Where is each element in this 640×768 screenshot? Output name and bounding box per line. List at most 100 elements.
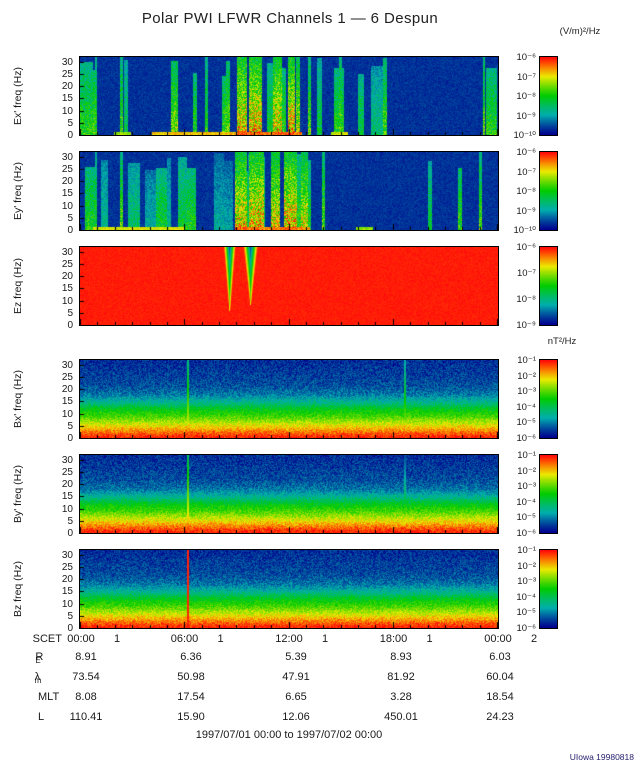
- colorbar-tick-label: 10⁻²: [517, 560, 536, 572]
- ephemeris-value: 81.92: [387, 671, 415, 683]
- colorbar: [539, 56, 558, 136]
- ephemeris-value: 24.23: [486, 711, 514, 723]
- y-tick-label: 30: [61, 56, 73, 68]
- y-tick-label: 0: [67, 528, 73, 539]
- colorbar-tick-label: 10⁻⁵: [516, 512, 536, 524]
- colorbar-tick-label: 10⁻⁷: [516, 71, 536, 83]
- y-tick-label: 5: [67, 307, 73, 319]
- y-tick-label: 20: [61, 176, 73, 188]
- y-tick-label: 0: [67, 433, 73, 444]
- colorbar-tick-label: 10⁻⁷: [516, 166, 536, 178]
- spectrogram-panel-bx: Bx' freq (Hz) 30 25 20 15 10 5 0 10⁻¹ 10⁻² 10⁻³ 1…: [0, 355, 640, 444]
- y-tick-label: 25: [61, 69, 73, 81]
- y-tick-label: 10: [61, 105, 73, 117]
- spectrogram-canvas: [79, 151, 499, 231]
- y-tick-label: 25: [61, 372, 73, 384]
- y-axis-ticks: 30 25 20 15 10 5 0: [46, 56, 76, 141]
- colorbar-tick-label: 10⁻¹⁰: [513, 225, 536, 236]
- y-axis-ticks: 30 25 20 15 10 5 0: [46, 550, 76, 634]
- x-tick-time: 18:00: [379, 633, 408, 645]
- colorbar-tick-label: 10⁻⁹: [516, 205, 536, 217]
- y-tick-label: 10: [61, 503, 73, 515]
- spectrogram-canvas: [79, 56, 499, 136]
- y-tick-label: 15: [61, 586, 73, 598]
- ephemeris-value: 18.54: [486, 691, 514, 703]
- colorbar-tick-label: 10⁻⁹: [516, 320, 536, 331]
- ephemeris-value: 8.08: [75, 691, 97, 703]
- colorbar-tick-labels: 10⁻¹ 10⁻² 10⁻³ 10⁻⁴ 10⁻⁵ 10⁻⁶: [494, 355, 536, 444]
- y-axis-label: Ex' freq (Hz): [12, 67, 24, 126]
- colorbar-tick-label: 10⁻⁴: [516, 591, 536, 603]
- ephemeris-value: 6.65: [285, 691, 307, 703]
- x-tick-time: 12:00: [275, 633, 303, 645]
- y-tick-label: 5: [67, 117, 73, 129]
- spectrogram-canvas: [79, 359, 499, 439]
- colorbar-tick-label: 10⁻⁴: [516, 401, 536, 413]
- ephemeris-row-l: L 110.41 15.90 12.06 450.01 24.23: [0, 711, 640, 725]
- ephemeris-value: 6.36: [180, 651, 202, 663]
- colorbar-tick-labels: 10⁻⁶ 10⁻⁷ 10⁻⁸ 10⁻⁹: [494, 242, 536, 331]
- colorbar-tick-label: 10⁻¹: [517, 545, 536, 556]
- y-tick-label: 10: [61, 295, 73, 307]
- x-tick-day: 1: [113, 633, 121, 645]
- colorbar-tick-label: 10⁻⁶: [516, 147, 537, 158]
- colorbar-tick-label: 10⁻³: [517, 386, 536, 398]
- page-title: Polar PWI LFWR Channels 1 — 6 Despun: [141, 10, 439, 27]
- colorbar-tick-label: 10⁻⁶: [516, 528, 537, 539]
- colorbar-tick-label: 10⁻³: [517, 481, 536, 493]
- y-tick-label: 15: [61, 93, 73, 105]
- y-tick-label: 0: [67, 320, 73, 331]
- x-tick-time: 00:00: [67, 633, 95, 645]
- units-label-electric: (V/m)²/Hz: [559, 26, 601, 37]
- colorbar-tick-label: 10⁻⁸: [516, 186, 536, 197]
- colorbar-tick-label: 10⁻⁸: [516, 91, 536, 102]
- colorbar: [539, 359, 558, 439]
- y-tick-label: 15: [61, 188, 73, 200]
- colorbar: [539, 151, 558, 231]
- y-tick-label: 15: [61, 491, 73, 503]
- spectrogram-panel-ey: Ey' freq (Hz) 30 25 20 15 10 5 0 10⁻⁶ 10⁻⁷ 10⁻⁸ 1…: [0, 147, 640, 236]
- colorbar-tick-label: 10⁻⁶: [516, 242, 537, 253]
- colorbar-tick-labels: 10⁻⁶ 10⁻⁷ 10⁻⁸ 10⁻⁹ 10⁻¹⁰: [494, 147, 536, 236]
- colorbar-tick-label: 10⁻⁸: [516, 294, 536, 305]
- y-axis-ticks: 30 25 20 15 10 5 0: [46, 359, 76, 444]
- colorbar-tick-labels: 10⁻⁶ 10⁻⁷ 10⁻⁸ 10⁻⁹ 10⁻¹⁰: [494, 52, 536, 141]
- y-axis-label: Bz freq (Hz): [12, 561, 24, 618]
- spectrogram-panel-by: By' freq (Hz) 30 25 20 15 10 5 0 10⁻¹ 10⁻² 10⁻³ 1…: [0, 450, 640, 539]
- x-tick-day: 1: [217, 633, 224, 645]
- colorbar-tick-label: 10⁻²: [517, 370, 536, 382]
- colorbar-tick-label: 10⁻⁵: [516, 607, 536, 619]
- y-tick-label: 30: [61, 359, 73, 371]
- colorbar-tick-label: 10⁻¹⁰: [513, 130, 536, 141]
- colorbar-tick-labels: 10⁻¹ 10⁻² 10⁻³ 10⁻⁴ 10⁻⁵ 10⁻⁶: [494, 450, 536, 539]
- y-axis-label: Ez freq (Hz): [12, 258, 24, 315]
- y-tick-label: 15: [61, 283, 73, 295]
- ephemeris-value: 110.41: [69, 711, 103, 723]
- y-tick-label: 5: [67, 515, 73, 527]
- y-axis-ticks: 30 25 20 15 10 5 0: [46, 151, 76, 236]
- credit-label: UIowa 19980818: [569, 752, 634, 762]
- y-tick-label: 20: [61, 81, 73, 93]
- ephemeris-value: 17.54: [177, 691, 205, 703]
- colorbar-tick-label: 10⁻³: [517, 576, 536, 588]
- y-tick-label: 25: [61, 164, 73, 176]
- y-tick-label: 5: [67, 610, 73, 622]
- ephemeris-value: 60.04: [486, 671, 514, 683]
- x-tick-day: 1: [321, 633, 329, 645]
- colorbar: [539, 246, 558, 326]
- ephemeris-value: 3.28: [390, 691, 412, 703]
- ephemeris-row-mlt: MLT 8.08 17.54 6.65 3.28 18.54: [0, 691, 640, 705]
- y-axis-ticks: 30 25 20 15 10 5 0: [46, 247, 76, 331]
- colorbar: [539, 454, 558, 534]
- y-tick-label: 20: [61, 479, 73, 491]
- x-axis-label: SCET: [32, 633, 62, 645]
- ephemeris-value: 73.54: [72, 671, 100, 683]
- y-tick-label: 20: [61, 574, 73, 586]
- x-tick-day: 1: [426, 633, 433, 645]
- y-tick-label: 25: [61, 562, 73, 574]
- y-tick-label: 30: [61, 151, 73, 163]
- y-tick-label: 10: [61, 200, 73, 212]
- colorbar-tick-label: 10⁻⁶: [516, 52, 537, 63]
